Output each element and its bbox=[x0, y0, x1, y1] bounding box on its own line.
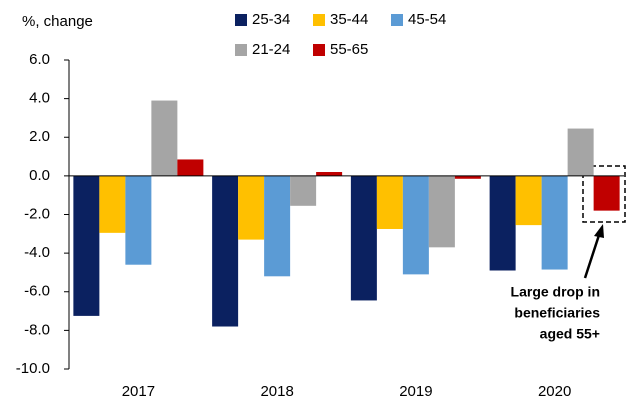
annotation-line: Large drop in bbox=[511, 284, 600, 300]
bar bbox=[489, 175, 516, 271]
y-tick-label: -10.0 bbox=[16, 360, 50, 377]
bar bbox=[515, 175, 542, 226]
bar bbox=[316, 172, 343, 176]
y-tick-label: 2.0 bbox=[29, 128, 50, 145]
legend-swatch bbox=[391, 14, 403, 26]
bar bbox=[212, 175, 239, 327]
legend-label: 45-54 bbox=[408, 11, 446, 28]
bar bbox=[593, 175, 620, 211]
annotation-line: aged 55+ bbox=[540, 326, 600, 342]
bar bbox=[350, 175, 377, 301]
y-tick-label: 4.0 bbox=[29, 90, 50, 107]
y-tick-label: 0.0 bbox=[29, 167, 50, 184]
annotation-line: beneficiaries bbox=[514, 305, 600, 321]
y-tick-label: -2.0 bbox=[24, 205, 50, 222]
bar bbox=[402, 175, 429, 275]
x-tick-label: 2019 bbox=[399, 383, 432, 400]
y-tick-label: -4.0 bbox=[24, 244, 50, 261]
y-tick-label: 6.0 bbox=[29, 51, 50, 68]
y-tick-label: -8.0 bbox=[24, 321, 50, 338]
legend-swatch bbox=[235, 14, 247, 26]
legend-label: 25-34 bbox=[252, 11, 290, 28]
annotation-arrow bbox=[583, 231, 602, 279]
legend-swatch bbox=[313, 44, 325, 56]
x-tick-label: 2020 bbox=[538, 383, 571, 400]
legend-label: 35-44 bbox=[330, 11, 368, 28]
arrow-head bbox=[594, 224, 604, 238]
bar bbox=[264, 175, 291, 277]
x-tick-label: 2018 bbox=[260, 383, 293, 400]
legend-label: 21-24 bbox=[252, 41, 290, 58]
y-tick-label: -6.0 bbox=[24, 283, 50, 300]
legend-swatch bbox=[313, 14, 325, 26]
annotation: Large drop in beneficiaries aged 55+ bbox=[511, 284, 601, 342]
legend-label: 55-65 bbox=[330, 41, 368, 58]
highlight-box bbox=[582, 165, 626, 223]
y-axis-label: %, change bbox=[22, 13, 93, 30]
legend-swatch bbox=[235, 44, 247, 56]
bar bbox=[99, 175, 126, 233]
bar bbox=[290, 175, 317, 206]
bar bbox=[177, 159, 204, 176]
bar bbox=[567, 128, 594, 176]
x-tick-label: 2017 bbox=[122, 383, 155, 400]
bar bbox=[376, 175, 403, 229]
bar bbox=[73, 175, 100, 316]
bar bbox=[541, 175, 568, 270]
bar bbox=[428, 175, 455, 248]
bar bbox=[151, 100, 178, 176]
bar bbox=[454, 175, 481, 179]
bar bbox=[125, 175, 152, 265]
bar bbox=[238, 175, 265, 240]
